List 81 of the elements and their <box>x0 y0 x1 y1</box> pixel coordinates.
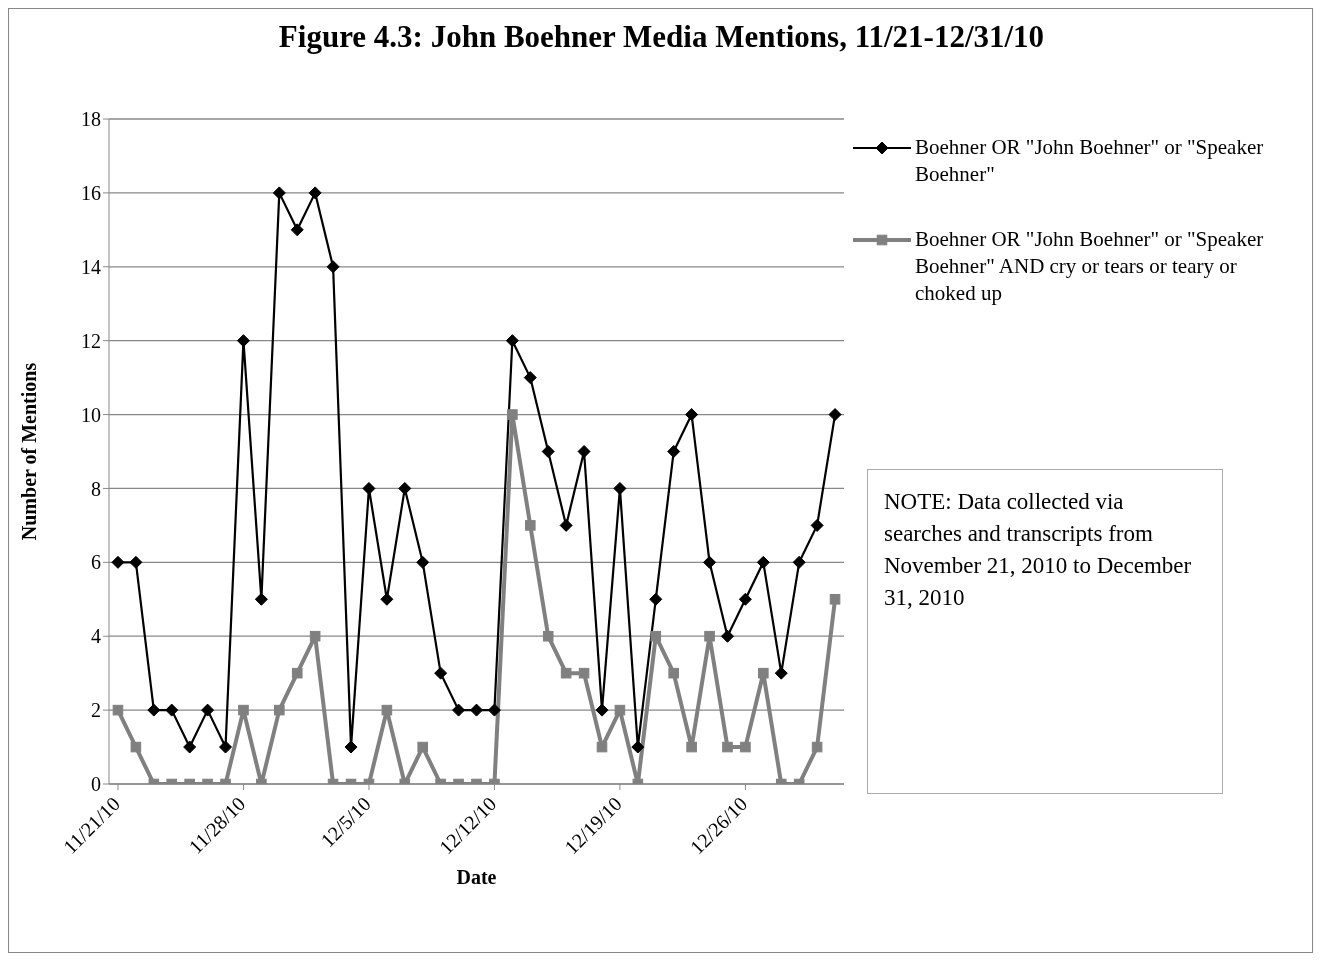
point <box>720 629 734 643</box>
y-tick-label: 12 <box>81 329 101 352</box>
y-tick-label: 14 <box>81 255 101 278</box>
point <box>274 704 285 716</box>
point <box>613 481 627 495</box>
point <box>147 703 161 717</box>
point <box>452 703 466 717</box>
y-tick-label: 2 <box>91 699 101 722</box>
point <box>308 186 322 200</box>
point <box>130 741 142 753</box>
point <box>417 741 429 753</box>
point <box>111 555 125 569</box>
y-tick-label: 6 <box>91 551 101 574</box>
point <box>614 704 626 716</box>
point <box>704 630 715 642</box>
point <box>649 592 663 606</box>
point <box>703 555 717 569</box>
point <box>112 704 124 716</box>
y-tick-label: 4 <box>91 625 101 648</box>
point <box>470 703 483 717</box>
point <box>559 518 573 532</box>
point <box>810 518 824 532</box>
point <box>596 741 608 753</box>
point <box>523 371 537 385</box>
point <box>201 703 215 717</box>
point <box>792 555 806 569</box>
point <box>344 740 358 754</box>
point <box>577 445 591 458</box>
point <box>578 667 590 679</box>
y-tick-label: 16 <box>81 181 101 204</box>
point <box>362 481 376 495</box>
point <box>758 667 769 679</box>
point <box>507 409 518 420</box>
point <box>668 667 679 679</box>
point <box>309 630 321 642</box>
point <box>165 703 179 717</box>
point <box>487 703 501 717</box>
point <box>667 445 681 458</box>
chart-title: Figure 4.3: John Boehner Media Mentions, 11/21-12/31/10 <box>277 19 1046 55</box>
point <box>416 555 430 569</box>
point <box>291 667 303 679</box>
point <box>542 630 554 642</box>
y-axis-title: Number of Mentions <box>18 362 41 541</box>
legend-label: Boehner OR "John Boehner" or "Speaker Boehner" <box>915 134 1265 188</box>
point <box>595 703 609 717</box>
point <box>505 334 519 348</box>
y-tick-label: 0 <box>91 773 101 796</box>
point <box>254 592 268 606</box>
point <box>829 593 841 605</box>
point <box>272 186 286 200</box>
point <box>740 741 751 753</box>
point <box>326 260 340 274</box>
point <box>236 334 250 348</box>
point <box>183 740 197 754</box>
point <box>380 592 394 606</box>
point <box>685 408 699 422</box>
point <box>560 667 572 679</box>
point <box>129 555 143 569</box>
y-tick-label: 18 <box>81 108 101 131</box>
point <box>381 704 393 716</box>
point <box>219 740 233 754</box>
y-tick-label: 10 <box>81 403 101 426</box>
point <box>722 741 733 753</box>
point <box>631 740 645 754</box>
point <box>238 704 249 716</box>
legend-label: Boehner OR "John Boehner" or "Speaker Boehner" AND cry or tears or teary or choked up <box>915 226 1265 307</box>
point <box>686 741 697 753</box>
point <box>398 481 412 495</box>
point <box>811 741 823 753</box>
text: NOTE: Data collected via searches and transcripts from November 21, 2010 to December 31, 2010 <box>867 469 1223 794</box>
x-axis-title: Date <box>456 866 497 888</box>
y-tick-label: 8 <box>91 477 101 500</box>
point <box>738 592 752 606</box>
point <box>756 555 770 569</box>
point <box>541 445 555 458</box>
point <box>774 666 788 680</box>
point <box>650 630 662 642</box>
point <box>828 408 842 422</box>
point <box>524 520 536 531</box>
point <box>434 666 448 680</box>
point <box>290 223 304 237</box>
